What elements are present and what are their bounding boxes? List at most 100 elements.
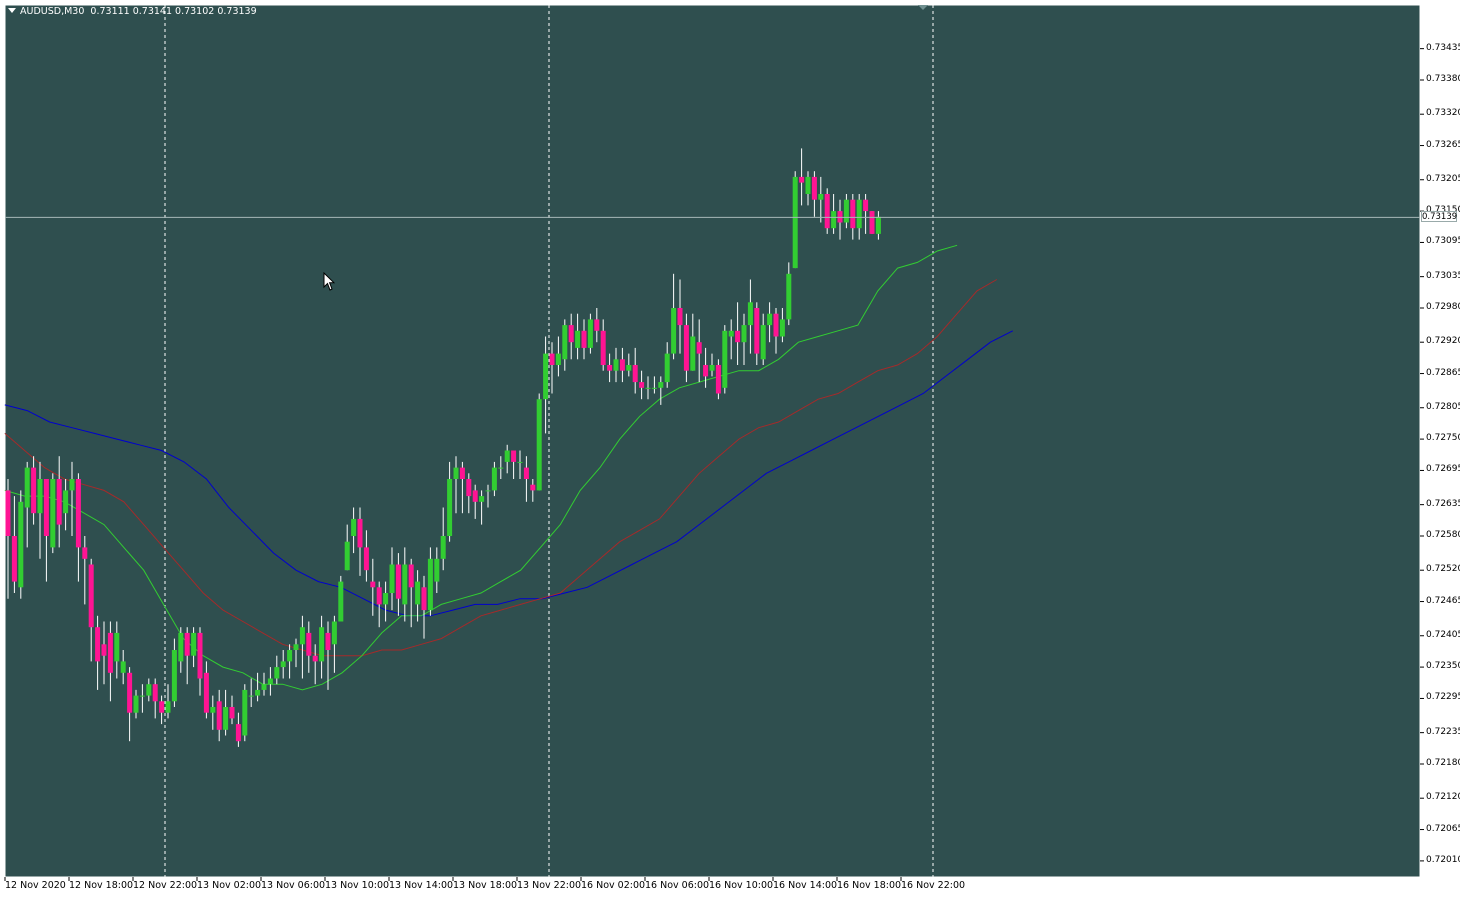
bear-candle [632,365,638,383]
y-tick-label: 0.72065 [1426,823,1460,834]
bear-candle [363,547,369,571]
bull-candle [805,176,811,194]
bear-candle [75,479,81,548]
y-tick-label: 0.72695 [1426,464,1460,475]
y-tick-label: 0.72520 [1426,564,1460,575]
x-tick-label: 13 Nov 22:00 [517,880,582,891]
mouse-cursor-icon [323,272,335,291]
bull-candle [255,689,261,696]
y-tick-label: 0.72805 [1426,401,1460,412]
bull-candle [210,707,216,713]
bull-candle [274,667,280,679]
y-tick-label: 0.72980 [1426,302,1460,312]
bull-candle [543,353,549,400]
bull-candle [338,581,344,622]
bull-candle [223,707,229,730]
bull-candle [843,199,849,223]
bull-candle [504,450,510,462]
bear-candle [203,672,209,713]
bull-candle [299,627,305,645]
x-tick-label: 12 Nov 22:00 [133,880,198,891]
bull-candle [114,632,120,662]
bear-candle [370,581,376,588]
bull-candle [767,313,773,326]
bull-candle [133,695,139,713]
y-tick-label: 0.73205 [1426,173,1460,184]
bear-candle [395,564,401,599]
bull-candle [344,541,350,571]
bear-candle [773,313,779,337]
ma-slow-line [4,330,1014,617]
bear-candle [325,632,331,650]
bear-candle [639,382,645,388]
bear-candle [31,467,37,514]
bear-candle [600,330,606,365]
current-price-label: 0.73139 [1421,211,1458,223]
bull-candle [818,194,824,200]
bull-candle [792,176,798,269]
bull-candle [786,273,792,320]
bear-candle [101,644,107,656]
bull-candle [248,695,254,697]
bull-candle [658,382,664,388]
bear-candle [850,199,856,229]
bull-candle [50,479,56,548]
y-tick-label: 0.73265 [1426,139,1460,150]
bull-candle [24,467,30,508]
bull-candle [645,387,651,389]
bull-candle [741,325,747,343]
bear-candle [837,211,843,223]
bull-candle [709,365,715,371]
plot-area [4,4,1421,878]
x-tick-label: 16 Nov 06:00 [645,880,710,891]
bear-candle [312,655,318,662]
x-tick-label: 16 Nov 22:00 [901,880,966,891]
bear-candle [511,450,517,462]
ohlc-readout: 0.73111 0.73141 0.73102 0.73139 [90,6,257,17]
bull-candle [351,518,357,536]
bull-candle [389,564,395,593]
y-tick-label: 0.73150 [1426,205,1460,216]
y-tick-label: 0.72405 [1426,629,1460,640]
y-tick-label: 0.73380 [1426,74,1460,84]
x-tick-label: 12 Nov 2020 [5,880,66,891]
ma-fast-line [4,244,958,691]
bull-candle [331,621,337,645]
bear-candle [824,194,830,229]
bear-candle [863,199,869,212]
bull-candle [760,325,766,360]
chevron-down-icon[interactable] [8,8,16,13]
y-tick-label: 0.72010 [1426,854,1460,865]
bear-candle [127,672,133,713]
bull-candle [498,467,504,469]
x-tick-label: 16 Nov 10:00 [709,880,774,891]
bull-candle [242,689,248,736]
bull-candle [875,216,881,234]
bull-candle [383,593,389,605]
bull-candle [575,330,581,348]
chart-header: AUDUSD,M30 0.73111 0.73141 0.73102 0.731… [8,6,257,17]
bull-candle [728,330,734,337]
bull-candle [69,479,75,491]
bull-candle [491,467,497,491]
bull-candle [447,479,453,536]
x-tick-label: 16 Nov 14:00 [773,880,838,891]
y-tick-label: 0.72120 [1426,792,1460,803]
bear-candle [152,684,158,702]
bear-candle [735,330,741,343]
bull-candle [562,325,568,360]
bear-candle [696,342,702,354]
bull-candle [536,399,542,491]
bull-candle [120,661,126,673]
y-tick-label: 0.72635 [1426,498,1460,509]
bull-candle [722,330,728,388]
y-tick-label: 0.73320 [1426,108,1460,119]
chart-shift-icon [918,5,928,10]
bear-candle [619,359,625,371]
x-tick-label: 13 Nov 06:00 [261,880,326,891]
bull-candle [319,627,325,662]
bear-candle [607,365,613,371]
bull-candle [613,359,619,371]
bull-candle [178,632,184,662]
